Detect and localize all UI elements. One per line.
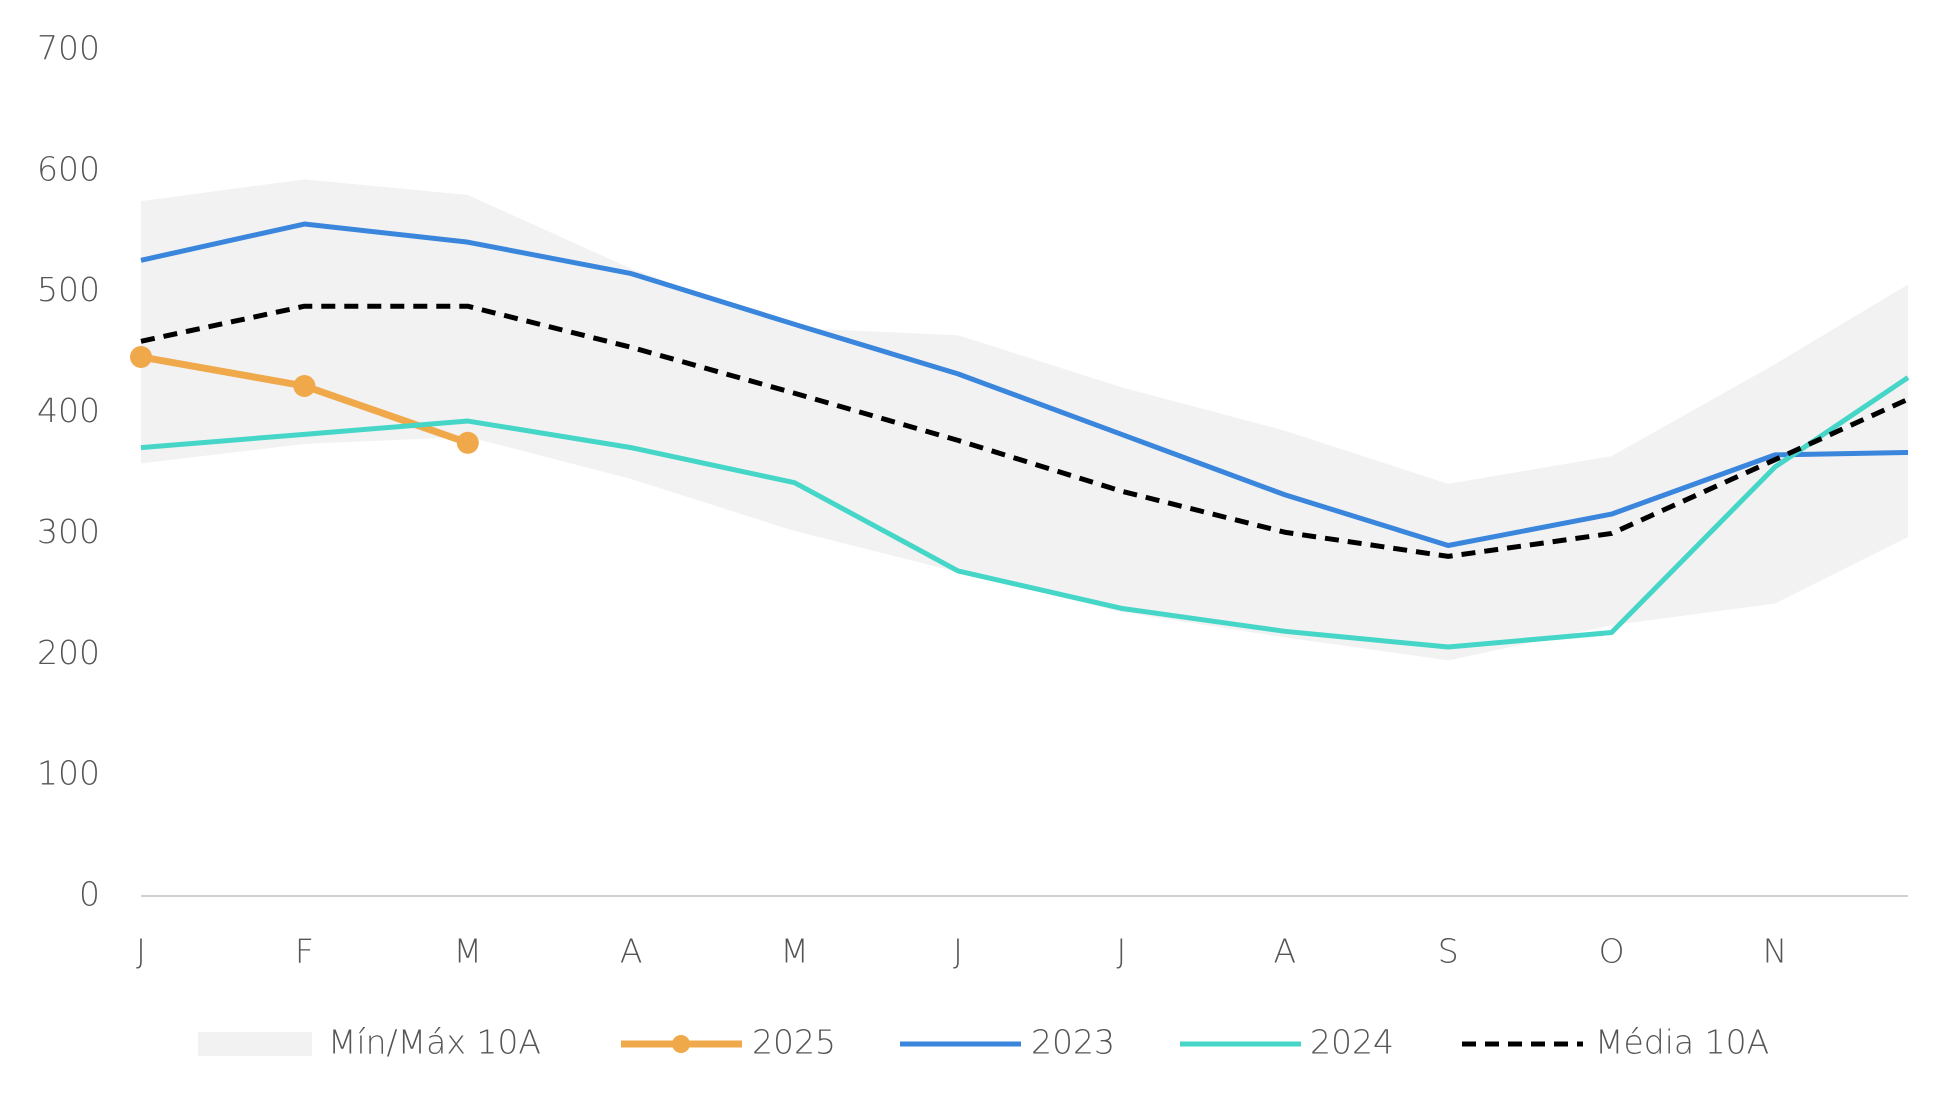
series-line — [140, 303, 1910, 559]
legend-label: 2025 — [752, 1023, 836, 1062]
legend-swatch — [198, 1032, 312, 1056]
x-tick-label: A — [620, 932, 643, 971]
x-tick-label: N — [1763, 932, 1788, 971]
y-tick-label: 400 — [37, 391, 100, 430]
y-tick-label: 200 — [37, 633, 100, 672]
x-tick-label: A — [1274, 932, 1297, 971]
legend-label: 2023 — [1031, 1023, 1115, 1062]
y-tick-label: 700 — [37, 29, 100, 68]
y-tick-label: 600 — [37, 149, 100, 188]
legend-label: Média 10A — [1595, 1023, 1769, 1062]
y-tick-label: 500 — [37, 270, 100, 309]
x-tick-label: F — [295, 932, 314, 971]
y-tick-label: 300 — [37, 512, 100, 551]
series-line — [140, 375, 1910, 650]
x-tick-label: M — [780, 932, 808, 971]
legend-label: Mín/Máx 10A — [328, 1023, 541, 1062]
y-tick-label: 0 — [79, 875, 100, 914]
legend-label: 2024 — [1310, 1023, 1394, 1062]
marker — [130, 345, 152, 368]
series-line — [140, 221, 1909, 549]
x-tick-label: O — [1599, 932, 1625, 971]
marker — [293, 374, 316, 397]
x-tick-label: J — [136, 932, 146, 971]
x-tick-label: J — [1117, 932, 1127, 971]
x-tick-label: J — [953, 932, 963, 971]
legend-marker — [672, 1035, 690, 1053]
marker — [456, 431, 479, 454]
x-tick-label: S — [1438, 932, 1459, 971]
y-tick-label: 100 — [37, 754, 100, 793]
x-tick-label: M — [454, 932, 482, 971]
